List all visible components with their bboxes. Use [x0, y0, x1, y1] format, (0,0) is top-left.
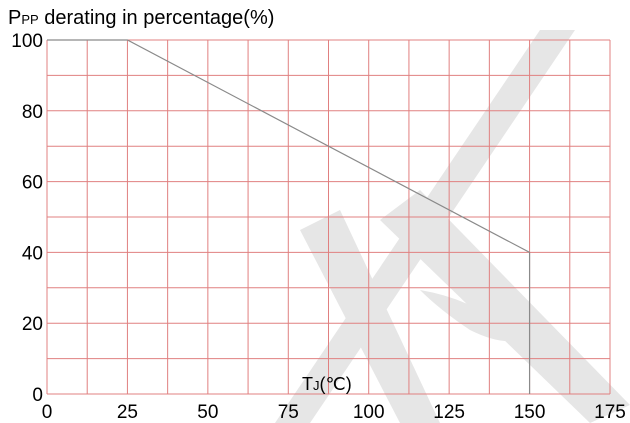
watermark — [275, 30, 630, 423]
x-tick-label: 125 — [433, 402, 465, 423]
x-label-rest: (℃) — [320, 374, 352, 394]
series-layer — [47, 39, 531, 394]
title-subscript: PP — [21, 12, 38, 27]
x-tick-label: 0 — [42, 402, 53, 423]
y-tick-label: 0 — [32, 385, 43, 406]
y-tick-label: 80 — [22, 102, 43, 123]
x-tick-label: 175 — [594, 402, 626, 423]
x-label-main: T — [302, 374, 313, 394]
grid — [46, 39, 611, 395]
y-tick-labels: 0 20 40 60 80 100 — [11, 31, 43, 406]
series-line-0 — [47, 39, 531, 394]
x-tick-label: 150 — [514, 402, 546, 423]
x-tick-label: 25 — [117, 402, 138, 423]
x-tick-label: 75 — [278, 402, 299, 423]
y-tick-label: 100 — [11, 31, 43, 52]
x-tick-label: 100 — [353, 402, 385, 423]
y-tick-label: 20 — [22, 314, 43, 335]
x-tick-labels: 0 25 50 75 100 125 150 175 — [42, 402, 626, 423]
chart-title: PPP derating in percentage(%) — [8, 7, 274, 29]
y-tick-label: 60 — [22, 173, 43, 194]
y-tick-label: 40 — [22, 243, 43, 264]
x-label-subscript: J — [313, 378, 320, 393]
title-main: P — [8, 7, 21, 29]
title-rest: derating in percentage(%) — [39, 7, 275, 29]
x-tick-label: 50 — [197, 402, 218, 423]
x-axis-label: TJ(℃) — [302, 374, 352, 394]
